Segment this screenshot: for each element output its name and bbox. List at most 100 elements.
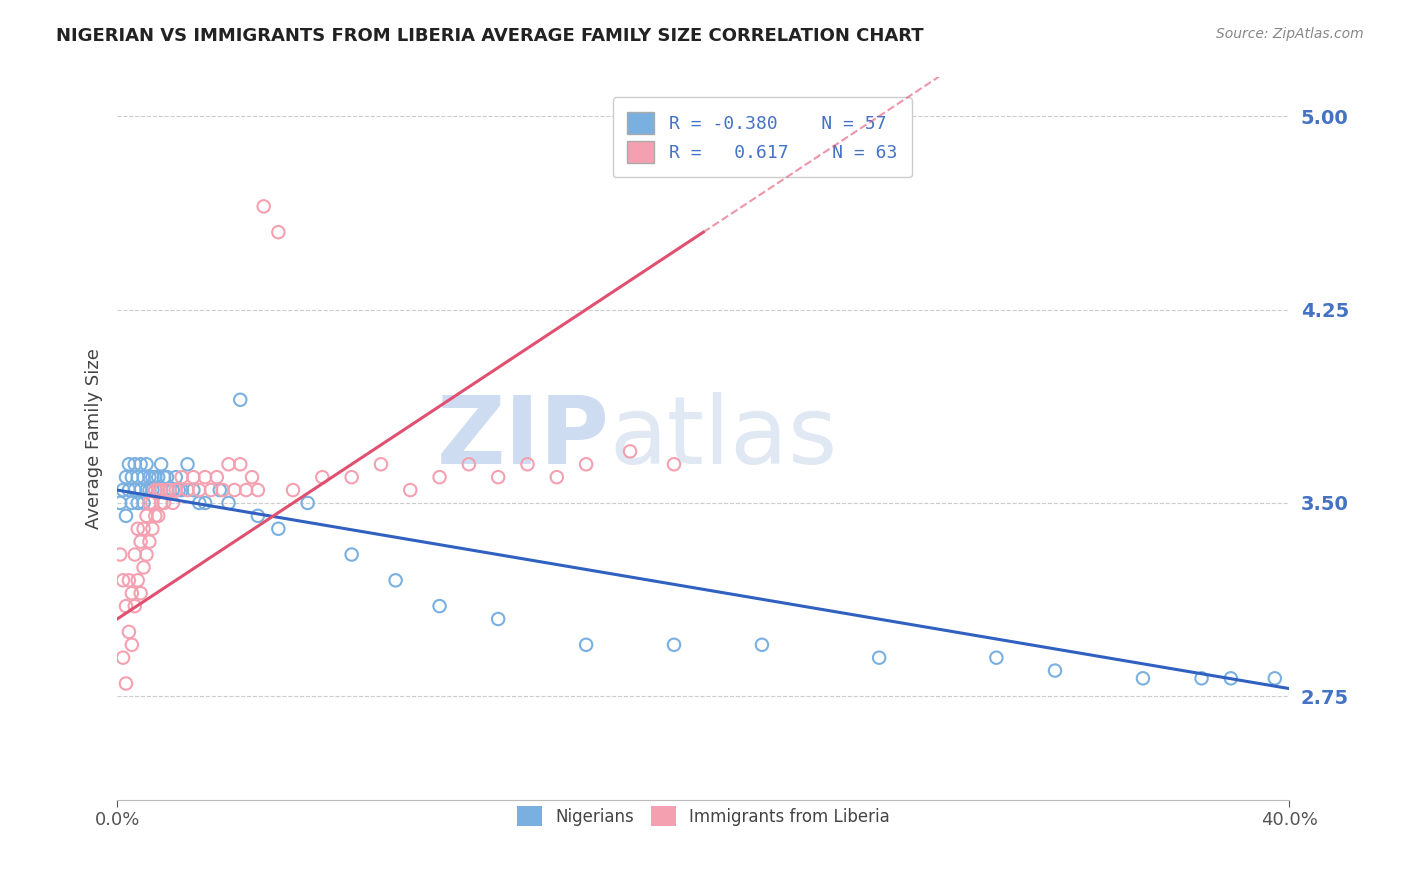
Point [170, 470, 193, 484]
Point [118, 624, 141, 639]
Point [118, 457, 141, 471]
Point [619, 444, 641, 458]
Point [127, 470, 149, 484]
Point [218, 496, 240, 510]
Point [153, 470, 176, 484]
Point [143, 483, 166, 497]
Point [121, 470, 143, 484]
Point [176, 483, 198, 497]
Point [229, 457, 252, 471]
Point [159, 483, 181, 497]
Point [340, 548, 363, 562]
Point [868, 650, 890, 665]
Point [112, 483, 135, 497]
Point [224, 483, 246, 497]
Point [370, 457, 392, 471]
Point [183, 470, 205, 484]
Point [132, 560, 155, 574]
Point [229, 392, 252, 407]
Point [108, 548, 131, 562]
Point [162, 496, 184, 510]
Point [132, 522, 155, 536]
Point [127, 496, 149, 510]
Point [150, 457, 173, 471]
Point [188, 483, 211, 497]
Point [176, 457, 198, 471]
Point [194, 470, 217, 484]
Point [457, 457, 479, 471]
Point [1191, 671, 1213, 685]
Point [124, 548, 146, 562]
Point [124, 599, 146, 613]
Point [150, 496, 173, 510]
Point [986, 650, 1008, 665]
Point [150, 483, 173, 497]
Point [575, 457, 598, 471]
Point [135, 483, 157, 497]
Point [162, 483, 184, 497]
Point [115, 599, 138, 613]
Point [138, 534, 160, 549]
Point [246, 508, 269, 523]
Point [662, 638, 685, 652]
Point [311, 470, 333, 484]
Point [124, 483, 146, 497]
Point [235, 483, 257, 497]
Point [112, 574, 135, 588]
Point [200, 483, 222, 497]
Legend: Nigerians, Immigrants from Liberia: Nigerians, Immigrants from Liberia [509, 797, 898, 835]
Point [118, 574, 141, 588]
Point [118, 483, 141, 497]
Point [132, 470, 155, 484]
Point [218, 457, 240, 471]
Point [1264, 671, 1286, 685]
Point [135, 457, 157, 471]
Point [115, 676, 138, 690]
Point [486, 470, 509, 484]
Text: Source: ZipAtlas.com: Source: ZipAtlas.com [1216, 27, 1364, 41]
Point [751, 638, 773, 652]
Point [148, 508, 170, 523]
Point [516, 457, 538, 471]
Text: NIGERIAN VS IMMIGRANTS FROM LIBERIA AVERAGE FAMILY SIZE CORRELATION CHART: NIGERIAN VS IMMIGRANTS FROM LIBERIA AVER… [56, 27, 924, 45]
Point [208, 483, 231, 497]
Point [108, 496, 131, 510]
Point [384, 574, 406, 588]
Point [662, 457, 685, 471]
Point [129, 534, 152, 549]
Point [135, 508, 157, 523]
Point [112, 650, 135, 665]
Point [121, 586, 143, 600]
Point [129, 457, 152, 471]
Point [153, 496, 176, 510]
Point [143, 508, 166, 523]
Point [281, 483, 304, 497]
Point [167, 483, 190, 497]
Point [340, 470, 363, 484]
Point [188, 496, 211, 510]
Point [159, 483, 181, 497]
Point [1219, 671, 1241, 685]
Point [115, 470, 138, 484]
Point [127, 574, 149, 588]
Point [165, 483, 187, 497]
Point [486, 612, 509, 626]
Point [141, 496, 163, 510]
Point [141, 522, 163, 536]
Point [124, 457, 146, 471]
Point [138, 470, 160, 484]
Point [141, 483, 163, 497]
Point [129, 586, 152, 600]
Text: atlas: atlas [610, 392, 838, 484]
Point [143, 483, 166, 497]
Point [135, 548, 157, 562]
Point [205, 470, 228, 484]
Point [141, 470, 163, 484]
Y-axis label: Average Family Size: Average Family Size [86, 348, 103, 529]
Point [129, 483, 152, 497]
Point [138, 496, 160, 510]
Point [156, 483, 179, 497]
Point [267, 225, 290, 239]
Point [148, 470, 170, 484]
Point [399, 483, 422, 497]
